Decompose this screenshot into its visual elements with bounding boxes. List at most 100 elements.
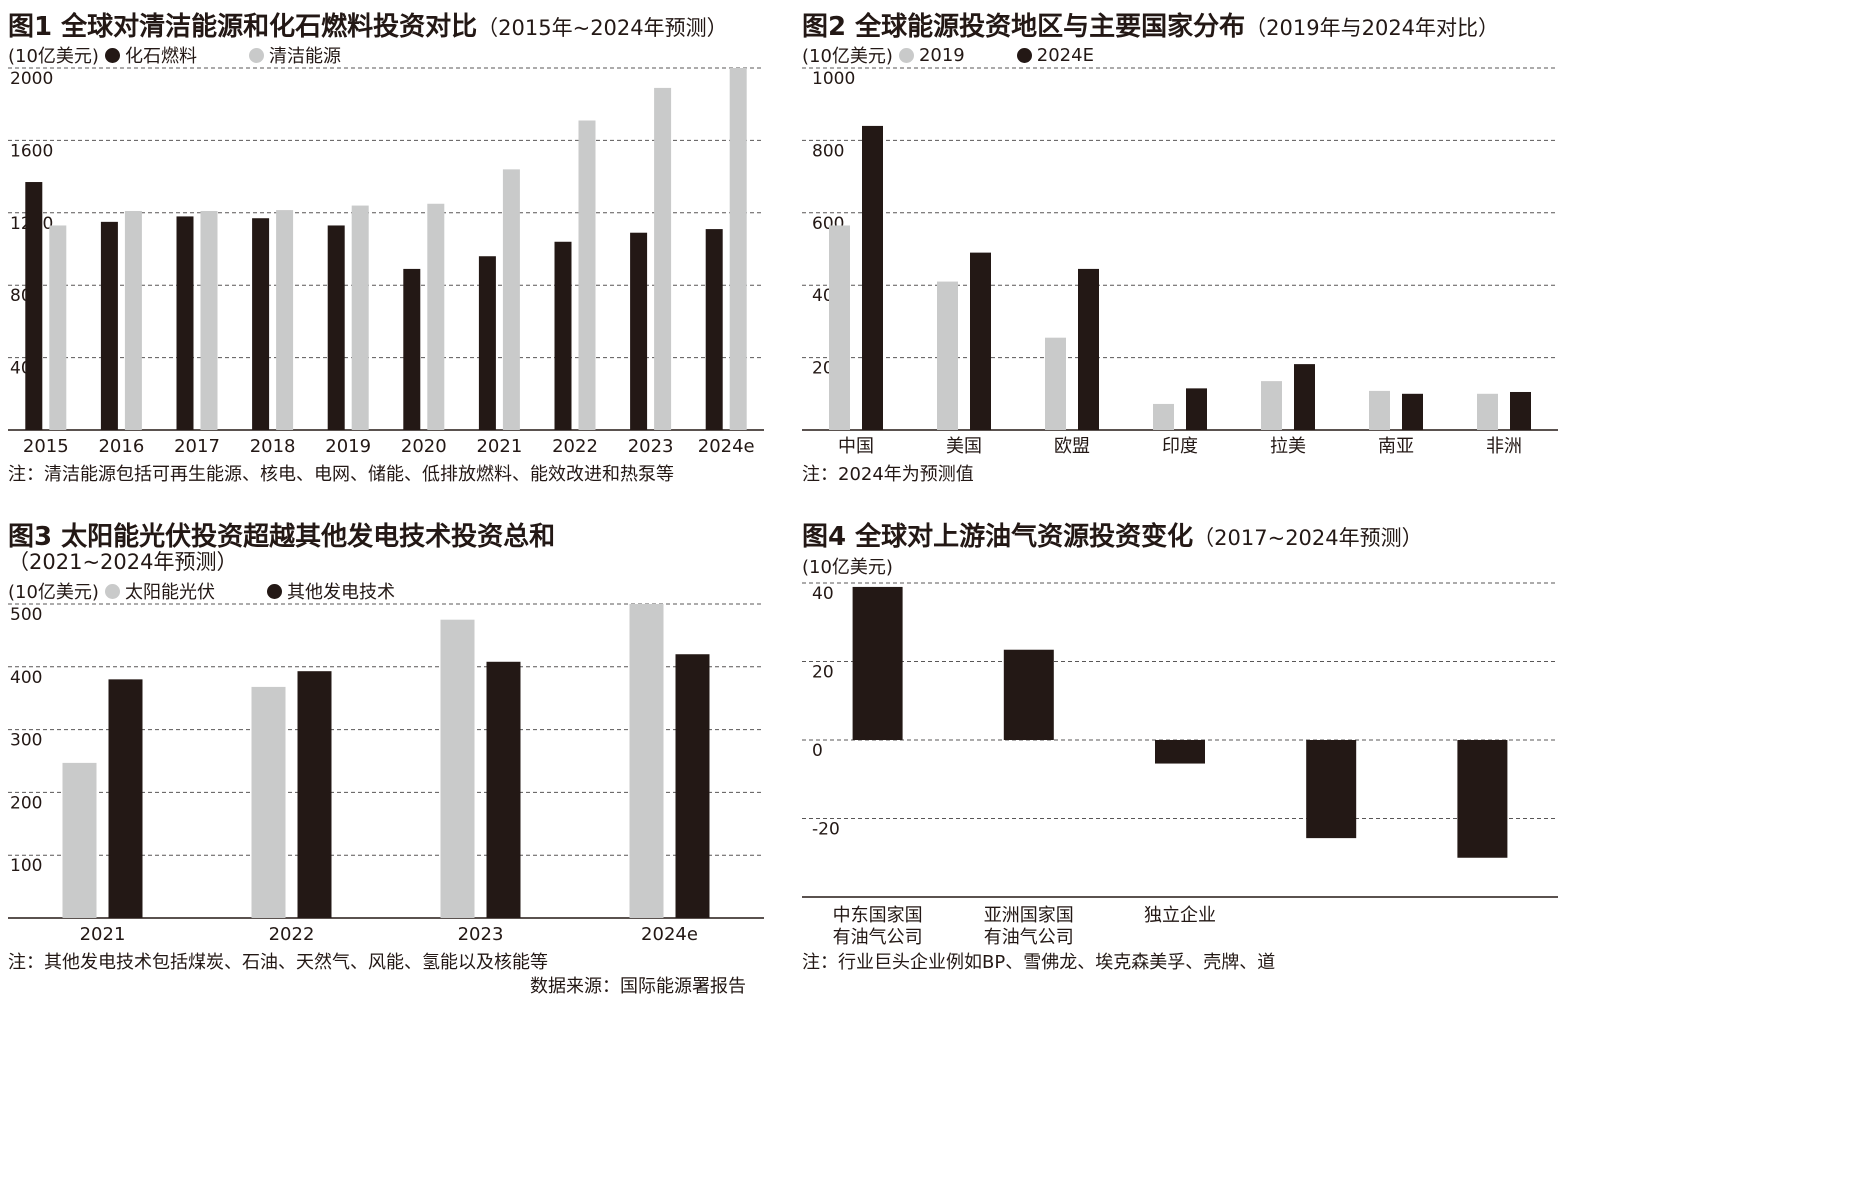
- bar-化石燃料: [478, 256, 496, 430]
- bar-太阳能光伏: [440, 619, 475, 918]
- y-tick-label: 100: [10, 856, 42, 876]
- bar-化石燃料: [25, 182, 43, 430]
- legend-item-2019: 2019: [898, 44, 965, 66]
- figure-1-chart: 4008001200160020002015201620172018201920…: [8, 67, 764, 456]
- bar-2019: [1153, 403, 1174, 430]
- y-tick-label: 1600: [10, 141, 53, 161]
- bar-化石燃料: [176, 216, 194, 430]
- legend-item-2024e: 2024E: [1016, 44, 1094, 66]
- figure-1-legend: (10亿美元) 化石燃料 清洁能源: [8, 42, 393, 68]
- legend-dot-dark: [1016, 47, 1032, 63]
- figure-1-subtitle: （2015年~2024年预测）: [477, 16, 728, 40]
- x-tick-label: 2016: [98, 436, 144, 456]
- bar-value: [1457, 740, 1508, 858]
- figure-1-unit: (10亿美元): [8, 46, 99, 67]
- x-tick-label: 2019: [325, 436, 371, 456]
- x-tick-label: 有油气公司: [833, 927, 923, 945]
- bar-清洁能源: [578, 120, 596, 431]
- x-tick-label: 2017: [174, 436, 220, 456]
- y-tick-label: 200: [10, 793, 42, 813]
- y-tick-label: 1000: [812, 69, 855, 89]
- legend-label: 化石燃料: [124, 46, 197, 67]
- bar-清洁能源: [427, 203, 445, 430]
- bar-value: [852, 586, 903, 740]
- x-tick-label: 有油气公司: [984, 927, 1074, 945]
- bar-2019: [829, 225, 850, 430]
- figure-3-title: 图3 太阳能光伏投资超越其他发电技术投资总和: [8, 516, 555, 553]
- bar-2024E: [1510, 391, 1531, 430]
- bar-化石燃料: [403, 268, 421, 430]
- legend-label: 2019: [918, 44, 965, 66]
- y-tick-label: 2000: [10, 69, 53, 89]
- figure-3-note: 注：其他发电技术包括煤炭、石油、天然气、风能、氢能以及核能等: [8, 952, 548, 973]
- legend-label: 太阳能光伏: [124, 582, 215, 603]
- x-tick-label: 2023: [628, 436, 674, 456]
- bar-value: [1003, 649, 1054, 740]
- figure-2-title: 图2 全球能源投资地区与主要国家分布（2019年与2024年对比）: [802, 6, 1499, 43]
- bar-2024E: [1186, 388, 1207, 430]
- bar-其他发电技术: [675, 654, 710, 918]
- x-tick-label: 中国: [838, 436, 874, 456]
- bar-化石燃料: [554, 241, 572, 430]
- y-tick-label: 300: [10, 731, 42, 751]
- bar-value: [1155, 740, 1205, 764]
- legend-label: 2024E: [1036, 44, 1094, 66]
- x-tick-label: 印度: [1162, 436, 1198, 456]
- bar-化石燃料: [705, 229, 723, 430]
- x-tick-label: 2022: [552, 436, 598, 456]
- figure-1-note: 注：清洁能源包括可再生能源、核电、电网、储能、低排放燃料、能效改进和热泵等: [8, 464, 674, 485]
- figure-4-unit: (10亿美元): [802, 557, 893, 578]
- figure-3-subtitle-row: （2021~2024年预测）: [8, 546, 237, 576]
- figure-3-subtitle: （2021~2024年预测）: [8, 550, 238, 574]
- x-tick-label: 2020: [401, 436, 447, 456]
- bar-化石燃料: [630, 232, 648, 430]
- bar-清洁能源: [200, 210, 218, 430]
- bar-2024E: [970, 252, 991, 430]
- figure-3-chart: 100 200 300 400 500 2021 2022 2023 2024e: [8, 603, 764, 945]
- bar-2019: [1477, 393, 1498, 430]
- bar-2019: [937, 281, 958, 430]
- legend-dot-dark: [266, 583, 282, 599]
- figure-4-subtitle: （2017~2024年预测）: [1193, 526, 1423, 550]
- y-tick-label: -20: [812, 820, 840, 840]
- y-tick-label: 20: [812, 663, 834, 683]
- bar-2019: [1369, 390, 1390, 430]
- bar-清洁能源: [654, 87, 672, 430]
- figure-2-subtitle: （2019年与2024年对比）: [1245, 16, 1500, 40]
- legend-item-fossil: 化石燃料: [104, 42, 197, 68]
- x-tick-label: 中东国家国: [833, 905, 923, 926]
- bar-2024E: [1294, 364, 1315, 430]
- figure-4-note: 注：行业巨头企业例如BP、雪佛龙、埃克森美孚、壳牌、道: [802, 952, 1276, 973]
- legend-dot-light: [104, 583, 120, 599]
- x-tick-label: 美国: [946, 436, 982, 456]
- figure-1-title: 图1 全球对清洁能源和化石燃料投资对比（2015年~2024年预测）: [8, 6, 728, 43]
- x-tick-label: 2022: [269, 924, 315, 945]
- legend-item-solar: 太阳能光伏: [104, 578, 215, 604]
- bar-其他发电技术: [108, 679, 143, 918]
- figure-1-title-main: 图1 全球对清洁能源和化石燃料投资对比: [8, 12, 478, 42]
- figure-3-unit: (10亿美元): [8, 582, 99, 603]
- x-tick-label: 2021: [476, 436, 522, 456]
- bar-清洁能源: [49, 225, 67, 430]
- bar-化石燃料: [100, 221, 118, 430]
- x-tick-label: 亚洲国家国: [984, 905, 1074, 926]
- y-tick-label: 0: [812, 741, 823, 761]
- legend-dot-light: [248, 47, 264, 63]
- bar-2024E: [1402, 393, 1423, 430]
- x-tick-label: 2015: [23, 436, 69, 456]
- legend-label: 清洁能源: [268, 46, 341, 67]
- legend-item-clean: 清洁能源: [248, 42, 341, 68]
- bar-清洁能源: [351, 205, 369, 430]
- bar-2024E: [1078, 268, 1099, 430]
- x-tick-label: 南亚: [1378, 436, 1414, 456]
- x-tick-label: 欧盟: [1054, 436, 1090, 456]
- figure-2-unit: (10亿美元): [802, 46, 893, 67]
- bar-2019: [1261, 381, 1282, 430]
- bar-其他发电技术: [297, 671, 332, 918]
- bar-其他发电技术: [486, 661, 521, 918]
- y-tick-label: 40: [812, 584, 834, 604]
- bar-化石燃料: [252, 218, 270, 430]
- bar-value: [1306, 740, 1357, 839]
